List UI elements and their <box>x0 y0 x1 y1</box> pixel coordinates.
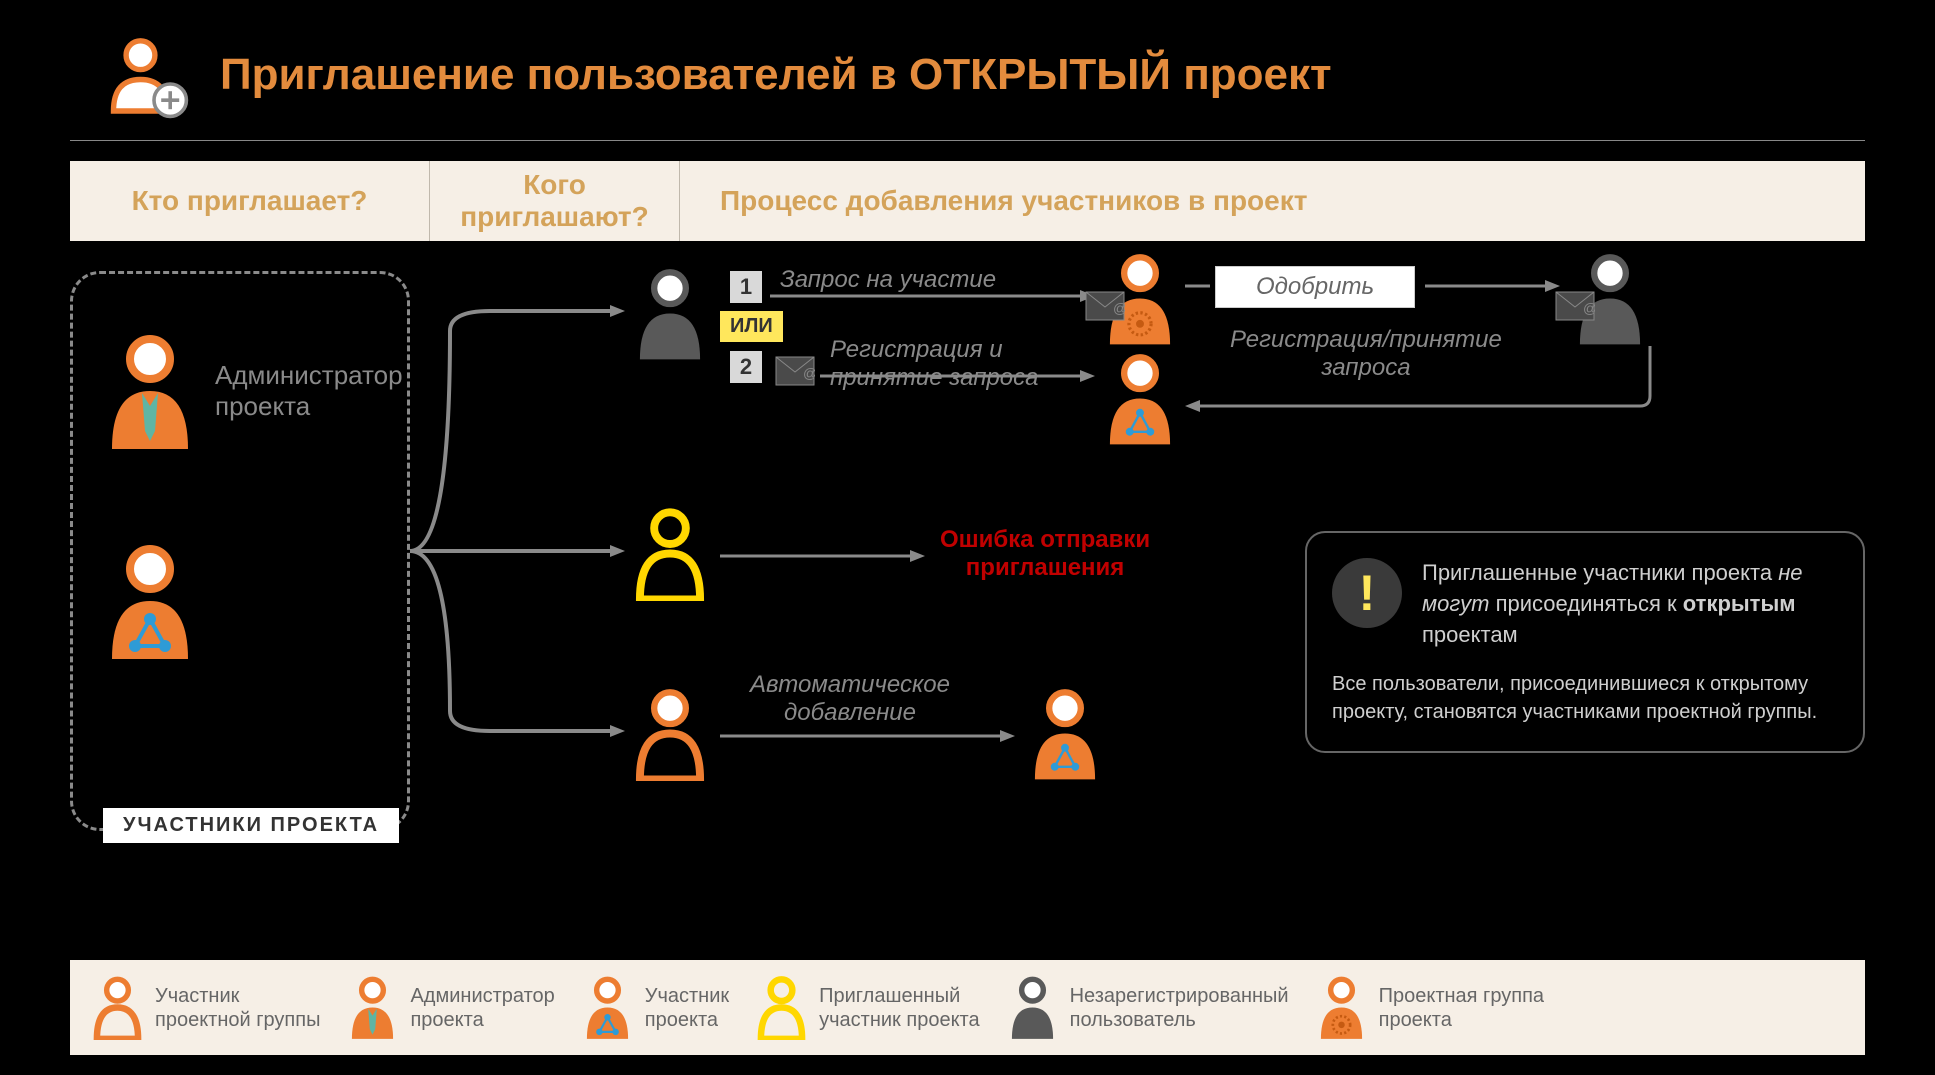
legend-label: Участник проекта <box>645 984 729 1032</box>
project-group-icon <box>1314 975 1369 1040</box>
svg-text:@: @ <box>1583 300 1595 316</box>
mail-icon: @ <box>775 356 815 386</box>
col-header-who-invited: Кого приглашают? <box>430 161 680 241</box>
mail-icon: @ <box>1555 291 1595 321</box>
unregistered-icon <box>630 266 710 361</box>
col-header-who-invites: Кто приглашает? <box>70 161 430 241</box>
columns-header: Кто приглашает? Кого приглашают? Процесс… <box>70 161 1865 241</box>
divider <box>70 140 1865 141</box>
invited-icon <box>754 975 809 1040</box>
team-member-icon <box>90 975 145 1040</box>
participants-label: УЧАСТНИКИ ПРОЕКТА <box>103 808 399 843</box>
bracket-connector <box>410 271 630 831</box>
arrow-auto <box>720 726 1020 746</box>
unregistered-icon <box>1005 975 1060 1040</box>
legend-label: Участник проектной группы <box>155 984 320 1032</box>
admin-icon <box>345 975 400 1040</box>
legend-label: Приглашенный участник проекта <box>819 984 979 1032</box>
legend-unregistered: Незарегистрированный пользователь <box>1005 975 1289 1040</box>
legend-label: Незарегистрированный пользователь <box>1070 984 1289 1032</box>
auto-add-label: Автоматическое добавление <box>750 671 950 727</box>
team-member-node <box>630 686 710 781</box>
legend-team-member: Участник проектной группы <box>90 975 320 1040</box>
legend-label: Администратор проекта <box>410 984 554 1032</box>
team-member-icon <box>630 686 710 781</box>
info-box: ! Приглашенные участники проекта не могу… <box>1305 531 1865 753</box>
admin-block: Администратор проекта <box>100 331 403 451</box>
legend-admin: Администратор проекта <box>345 975 554 1040</box>
legend-project-group: Проектная группа проекта <box>1314 975 1544 1040</box>
legend-invited: Приглашенный участник проекта <box>754 975 979 1040</box>
reg-accept-label: Регистрация/принятие запроса <box>1230 326 1502 382</box>
step-1-badge: 1 <box>730 271 762 303</box>
invited-icon <box>630 506 710 601</box>
request-label: Запрос на участие <box>780 266 996 294</box>
or-badge: ИЛИ <box>720 311 783 342</box>
project-member-result-2 <box>1025 686 1105 781</box>
step-2-badge: 2 <box>730 351 762 383</box>
info-text-1: Приглашенные участники проекта не могут … <box>1422 558 1838 650</box>
info-text-2: Все пользователи, присоединившиеся к отк… <box>1332 670 1838 726</box>
project-member-result-1 <box>1100 351 1180 446</box>
title-row: Приглашение пользователей в ОТКРЫТЫЙ про… <box>0 0 1935 140</box>
error-label: Ошибка отправки приглашения <box>940 526 1150 582</box>
admin-label: Администратор проекта <box>215 360 403 422</box>
svg-text:@: @ <box>1113 300 1125 316</box>
project-member-icon <box>580 975 635 1040</box>
arrow-error <box>720 546 930 566</box>
invited-node <box>630 506 710 601</box>
col-header-process: Процесс добавления участников в проект <box>680 161 1865 241</box>
legend-project-member: Участник проекта <box>580 975 729 1040</box>
exclamation-icon: ! <box>1332 558 1402 628</box>
legend: Участник проектной группы Администратор … <box>70 960 1865 1055</box>
project-member-icon <box>1100 351 1180 446</box>
add-user-icon <box>100 30 190 120</box>
unregistered-node <box>630 266 710 361</box>
legend-label: Проектная группа проекта <box>1379 984 1544 1032</box>
svg-text:@: @ <box>803 365 815 381</box>
member-block <box>100 541 200 661</box>
project-member-icon <box>1025 686 1105 781</box>
page-title: Приглашение пользователей в ОТКРЫТЫЙ про… <box>220 50 1332 100</box>
project-member-icon <box>100 541 200 661</box>
admin-icon <box>100 331 200 451</box>
mail-icon: @ <box>1085 291 1125 321</box>
registration-label: Регистрация и принятие запроса <box>830 336 1039 392</box>
approve-button[interactable]: Одобрить <box>1215 266 1415 308</box>
diagram-area: УЧАСТНИКИ ПРОЕКТА Администратор проекта <box>70 271 1865 921</box>
